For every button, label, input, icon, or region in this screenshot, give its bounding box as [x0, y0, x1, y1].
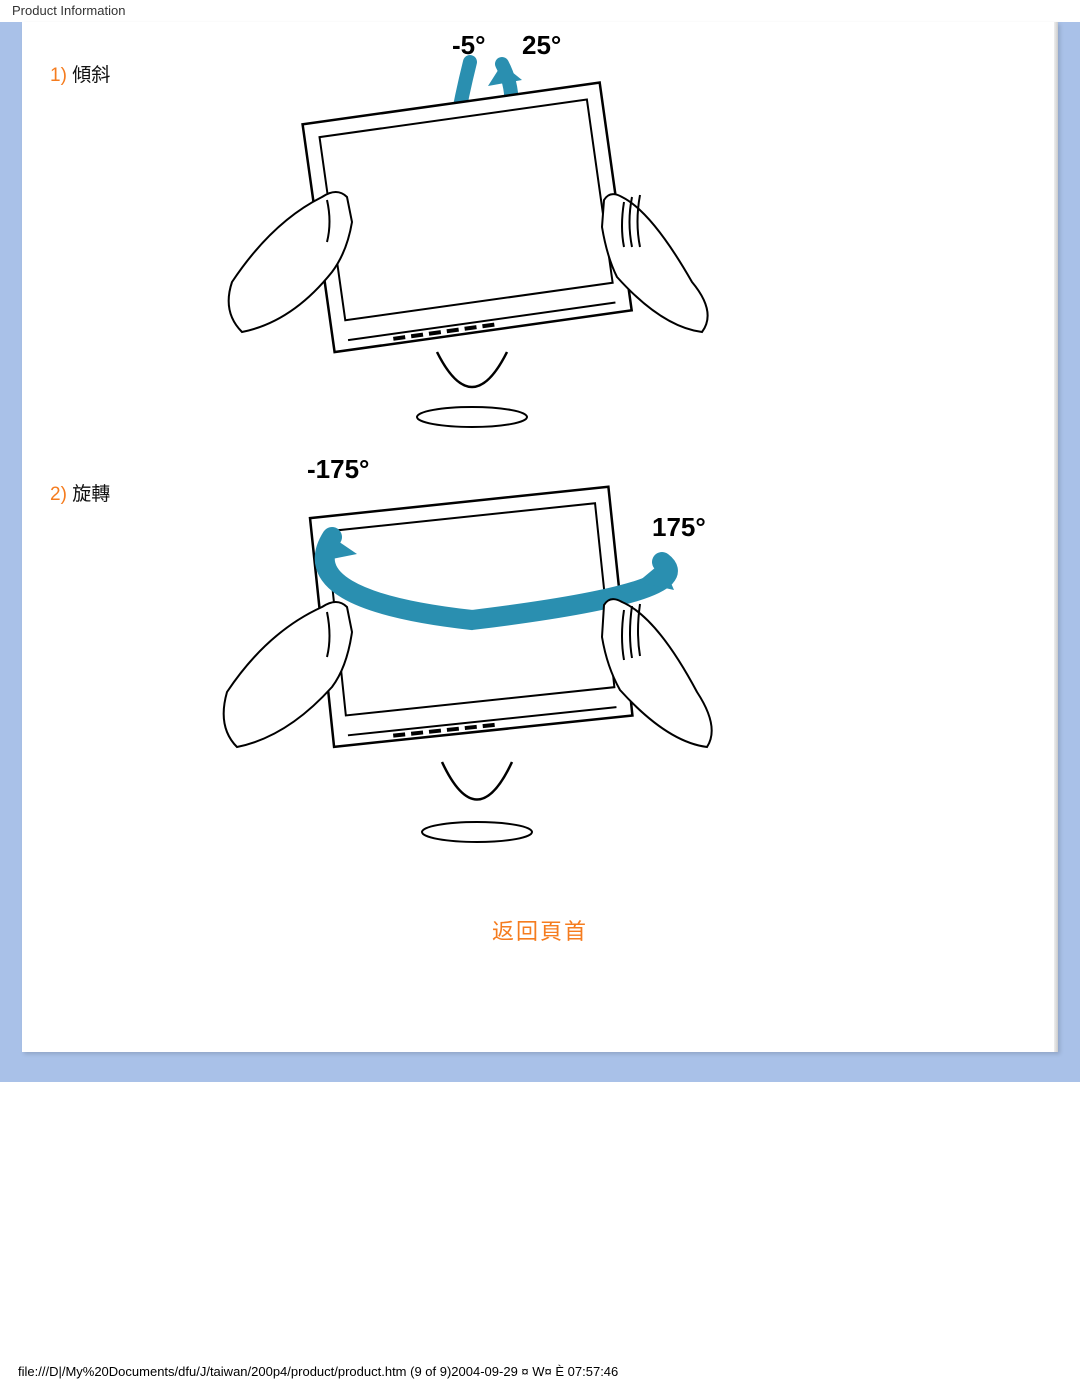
section-1-num: 1)	[50, 65, 67, 86]
back-to-top-text: 返回頁首	[492, 919, 588, 944]
header-title: Product Information	[12, 3, 125, 18]
section-2-text: 旋轉	[72, 484, 110, 505]
swivel-angle-left: -175°	[307, 454, 369, 485]
tilt-svg	[172, 22, 732, 442]
section-2-label: 2) 旋轉	[50, 479, 110, 506]
section-1-label: 1) 傾斜	[50, 60, 110, 87]
document-page: 1) 傾斜 -5° 25°	[22, 22, 1058, 1052]
footer-path: file:///D|/My%20Documents/dfu/J/taiwan/2…	[18, 1364, 618, 1379]
section-2-num: 2)	[50, 484, 67, 505]
swivel-svg	[172, 442, 752, 872]
back-to-top-link[interactable]: 返回頁首	[22, 914, 1058, 946]
tilt-diagram: -5° 25°	[172, 22, 732, 442]
outer-frame: 1) 傾斜 -5° 25°	[0, 22, 1080, 1082]
footer-text: file:///D|/My%20Documents/dfu/J/taiwan/2…	[18, 1364, 618, 1379]
swivel-diagram: -175° 175°	[172, 442, 752, 872]
swivel-angle-right: 175°	[652, 512, 706, 543]
stand-icon	[417, 352, 527, 427]
section-1-text: 傾斜	[72, 65, 110, 86]
tilt-angle-left: -5°	[452, 30, 486, 61]
page-header: Product Information	[0, 0, 1080, 22]
stand-icon	[422, 762, 532, 842]
tilt-angle-right: 25°	[522, 30, 561, 61]
